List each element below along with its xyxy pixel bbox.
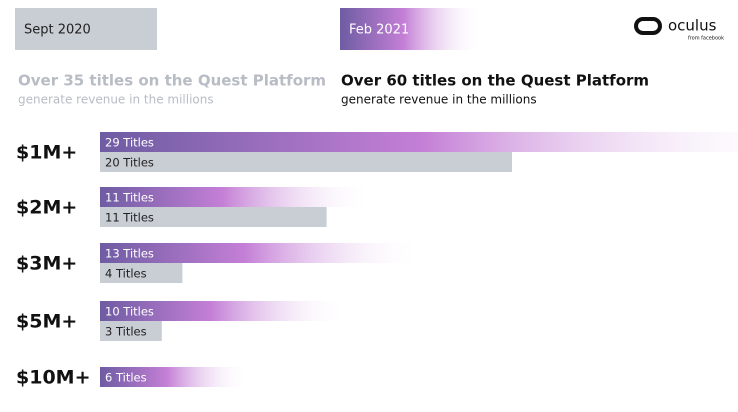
value-label: 11 Titles (105, 211, 154, 225)
value-label: 13 Titles (105, 247, 154, 261)
legend-label: Sept 2020 (24, 23, 91, 38)
legend-swatch (340, 8, 482, 50)
category-label: $10M+ (16, 367, 91, 389)
subheadline: generate revenue in the millions (341, 93, 537, 107)
value-label: 6 Titles (105, 371, 147, 385)
logo-mark (634, 17, 662, 35)
headline: Over 60 titles on the Quest Platform (341, 72, 649, 90)
legend-swatch (15, 8, 157, 50)
bar (100, 152, 512, 172)
category-label: $5M+ (16, 311, 77, 333)
category-label: $2M+ (16, 197, 77, 219)
bar (100, 207, 327, 227)
bar (100, 367, 249, 387)
headline: Over 35 titles on the Quest Platform (18, 72, 326, 90)
legend-label: Feb 2021 (349, 23, 409, 38)
value-label: 20 Titles (105, 156, 154, 170)
bar (100, 321, 162, 341)
logo-text: oculus (668, 17, 717, 35)
value-label: 3 Titles (105, 325, 147, 339)
bar (100, 263, 183, 283)
category-label: $1M+ (16, 142, 77, 164)
bar (100, 132, 738, 152)
category-label: $3M+ (16, 253, 77, 275)
value-label: 29 Titles (105, 136, 154, 150)
logo: oculus from facebook (634, 17, 724, 42)
value-label: 11 Titles (105, 191, 154, 205)
bar (100, 301, 348, 321)
subheadline: generate revenue in the millions (18, 93, 214, 107)
bar (100, 243, 422, 263)
value-label: 4 Titles (105, 267, 147, 281)
bar (100, 187, 372, 207)
logo-tagline: from facebook (688, 36, 724, 42)
value-label: 10 Titles (105, 305, 154, 319)
